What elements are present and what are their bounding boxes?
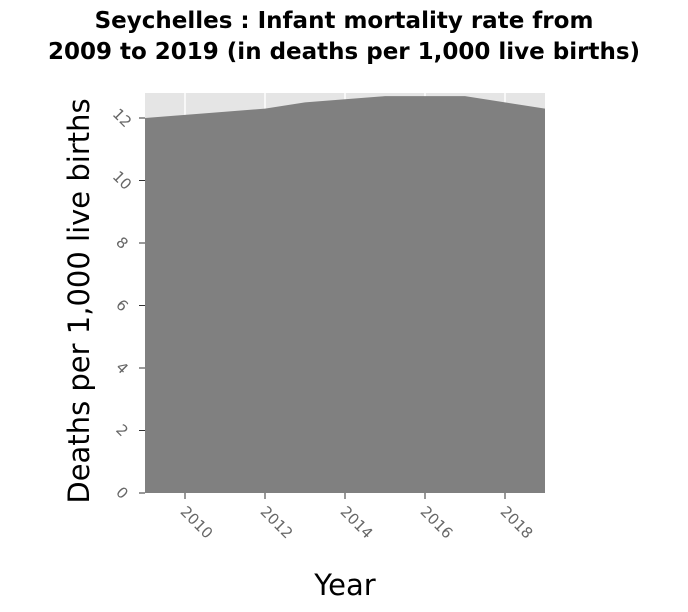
- x-tick-label-2010: 2010: [177, 503, 217, 543]
- chart-title-line-2: 2009 to 2019 (in deaths per 1,000 live b…: [47, 39, 641, 65]
- x-axis: 2010 2012 2014 2016 2018: [177, 493, 537, 543]
- chart-title-line-1: Seychelles : Infant mortality rate from: [94, 8, 594, 34]
- y-axis: 0 2 4 6 8 10 12: [109, 105, 145, 503]
- x-tick-label-2016: 2016: [417, 503, 457, 543]
- x-tick-label-2012: 2012: [257, 503, 297, 543]
- area-series: [145, 96, 545, 493]
- y-tick-label-12: 12: [109, 105, 135, 131]
- y-tick-label-8: 8: [112, 233, 131, 252]
- x-tick-label-2018: 2018: [497, 503, 537, 543]
- y-tick-label-6: 6: [112, 296, 131, 315]
- y-tick-label-0: 0: [112, 483, 131, 502]
- x-tick-label-2014: 2014: [337, 503, 377, 543]
- y-tick-label-2: 2: [112, 421, 131, 440]
- y-axis-label: Deaths per 1,000 live births: [62, 98, 96, 503]
- chart-title: Seychelles : Infant mortality rate from …: [0, 6, 688, 68]
- x-axis-label: Year: [313, 568, 375, 602]
- y-tick-label-4: 4: [112, 358, 131, 377]
- y-tick-label-10: 10: [109, 167, 135, 193]
